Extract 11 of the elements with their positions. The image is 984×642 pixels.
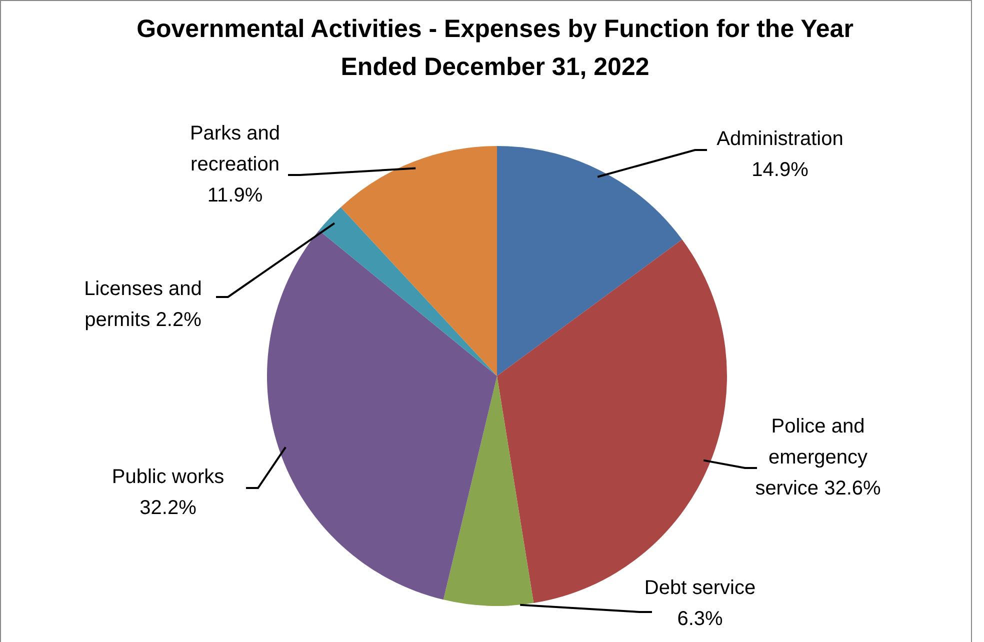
chart-title: Governmental Activities - Expenses by Function for the Year Ended December 31, 2022 — [136, 14, 854, 83]
data-label: 6.3% — [677, 608, 724, 630]
data-label: 32.2% — [140, 497, 197, 520]
slice-label: Police and emergency service 32.6% — [755, 416, 882, 500]
slice-label: Licenses and permits 2.2% — [84, 278, 202, 332]
slice-label: Public works — [112, 466, 224, 488]
slice-label: Debt service — [644, 577, 756, 600]
data-label: 11.9% — [207, 184, 263, 207]
slice-label: Administration — [716, 128, 844, 150]
slice-label: Parks and recreation — [190, 122, 280, 176]
data-label: 14.9% — [752, 159, 809, 182]
